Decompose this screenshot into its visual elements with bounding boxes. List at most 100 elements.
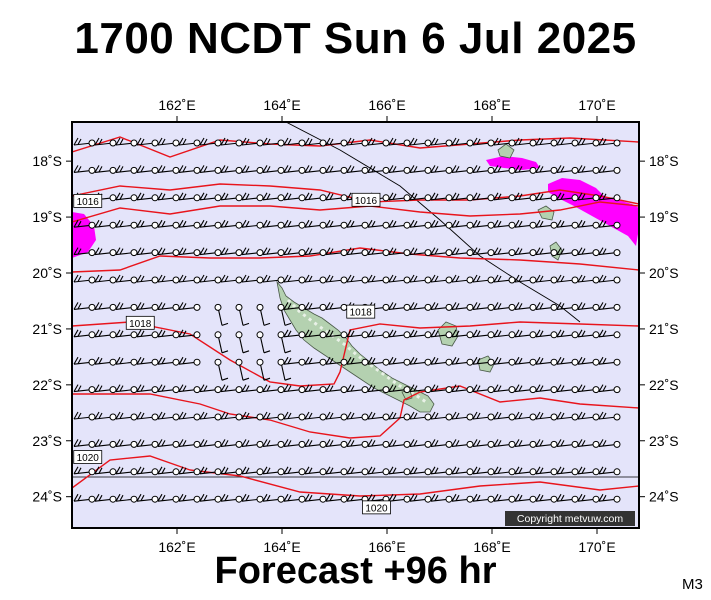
wind-barb: [577, 466, 600, 476]
wind-barb: [472, 247, 495, 257]
wind-barb: [367, 219, 390, 229]
wind-barb: [556, 165, 579, 174]
wind-barb: [94, 411, 117, 421]
axis-ticks: 162˚E 162˚E 164˚E 164˚E 166˚E 166˚E 168˚E 168˚E…: [32, 97, 678, 555]
wind-barb: [367, 329, 390, 339]
wind-barb: [115, 384, 138, 394]
wind-barb: [178, 493, 201, 503]
wind-barb: [598, 466, 621, 476]
isobar: [72, 247, 639, 273]
lat-tick-right: 21˚S: [649, 321, 679, 337]
wind-barb: [325, 302, 348, 311]
lat-tick-right: 24˚S: [649, 489, 679, 505]
wind-barb: [472, 356, 495, 366]
rainfall-layer: [72, 156, 639, 258]
wind-barb: [73, 219, 96, 229]
wind-barb: [451, 165, 474, 174]
wind-barb: [94, 384, 117, 394]
wind-barb: [136, 302, 159, 311]
wind-barb: [283, 137, 306, 147]
wind-barb: [304, 192, 327, 202]
wind-barb: [325, 439, 348, 448]
wind-barb: [241, 411, 264, 421]
wind-barb: [325, 274, 348, 284]
wind-barb: [73, 384, 96, 394]
wind-barb: [241, 192, 264, 202]
wind-barb: [493, 411, 516, 421]
wind-barb: [346, 274, 369, 284]
wind-barb: [577, 137, 600, 147]
wind-barb: [178, 439, 201, 448]
wind-barb: [409, 384, 432, 394]
wind-barb: [73, 137, 96, 147]
wind-barb: [577, 247, 600, 257]
wind-barb: [430, 219, 453, 229]
wind-barb: [94, 302, 117, 311]
wind-barb: [388, 384, 411, 394]
wind-barb: [94, 439, 117, 448]
wind-barb: [451, 192, 474, 202]
wind-barb: [535, 384, 558, 394]
wind-barb: [535, 247, 558, 257]
svg-text:1020: 1020: [77, 453, 100, 464]
wind-barb: [556, 411, 579, 421]
wind-barb: [262, 247, 285, 257]
wind-barb: [304, 466, 327, 476]
wind-barb: [409, 439, 432, 448]
wind-barb: [577, 411, 600, 421]
wind-barb: [241, 439, 264, 448]
island: [537, 205, 555, 221]
wind-barb: [283, 411, 306, 421]
wind-barb: [430, 466, 453, 476]
lat-tick-left: 22˚S: [32, 377, 62, 393]
wind-barb: [235, 331, 250, 354]
lon-tick-bottom: 168˚E: [473, 539, 510, 555]
wind-barb: [262, 165, 285, 174]
wind-barb: [598, 219, 621, 229]
lon-tick-bottom: 170˚E: [578, 539, 615, 555]
wind-barb: [283, 493, 306, 503]
wind-barb: [73, 356, 96, 366]
wind-barb: [178, 192, 201, 202]
wind-barb: [241, 137, 264, 147]
wind-barb: [514, 439, 537, 448]
wind-barb: [556, 493, 579, 503]
wind-barb: [73, 274, 96, 284]
wind-barb: [136, 329, 159, 339]
svg-text:1016: 1016: [77, 197, 100, 208]
wind-barb: [157, 274, 180, 284]
wind-barb: [136, 439, 159, 448]
wind-barb: [535, 493, 558, 503]
wind-barb: [304, 384, 327, 394]
wind-barb: [451, 219, 474, 229]
wind-barb: [388, 356, 411, 366]
wind-barb: [199, 192, 222, 202]
wind-barb: [304, 302, 327, 311]
wind-barb: [598, 192, 621, 202]
wind-barb: [577, 219, 600, 229]
wind-barb: [94, 165, 117, 174]
wind-barb: [136, 384, 159, 394]
wind-barb: [409, 356, 432, 366]
wind-barb: [367, 356, 390, 366]
wind-barb: [493, 439, 516, 448]
wind-barb: [430, 247, 453, 257]
wind-barb: [388, 329, 411, 339]
wind-barb: [430, 356, 453, 366]
wind-barb: [388, 165, 411, 174]
wind-barb: [283, 439, 306, 448]
wind-barb: [136, 356, 159, 366]
wind-barb: [514, 356, 537, 366]
wind-barb: [94, 247, 117, 257]
wind-barb: [136, 165, 159, 174]
wind-barb: [325, 493, 348, 503]
wind-barb: [535, 137, 558, 147]
wind-barb: [598, 274, 621, 284]
wind-barb: [577, 493, 600, 503]
wind-barb: [178, 219, 201, 229]
wind-barb: [472, 329, 495, 339]
wind-barb: [235, 358, 250, 381]
wind-barb: [220, 411, 243, 421]
wind-barb: [367, 137, 390, 147]
wind-barb: [451, 329, 474, 339]
